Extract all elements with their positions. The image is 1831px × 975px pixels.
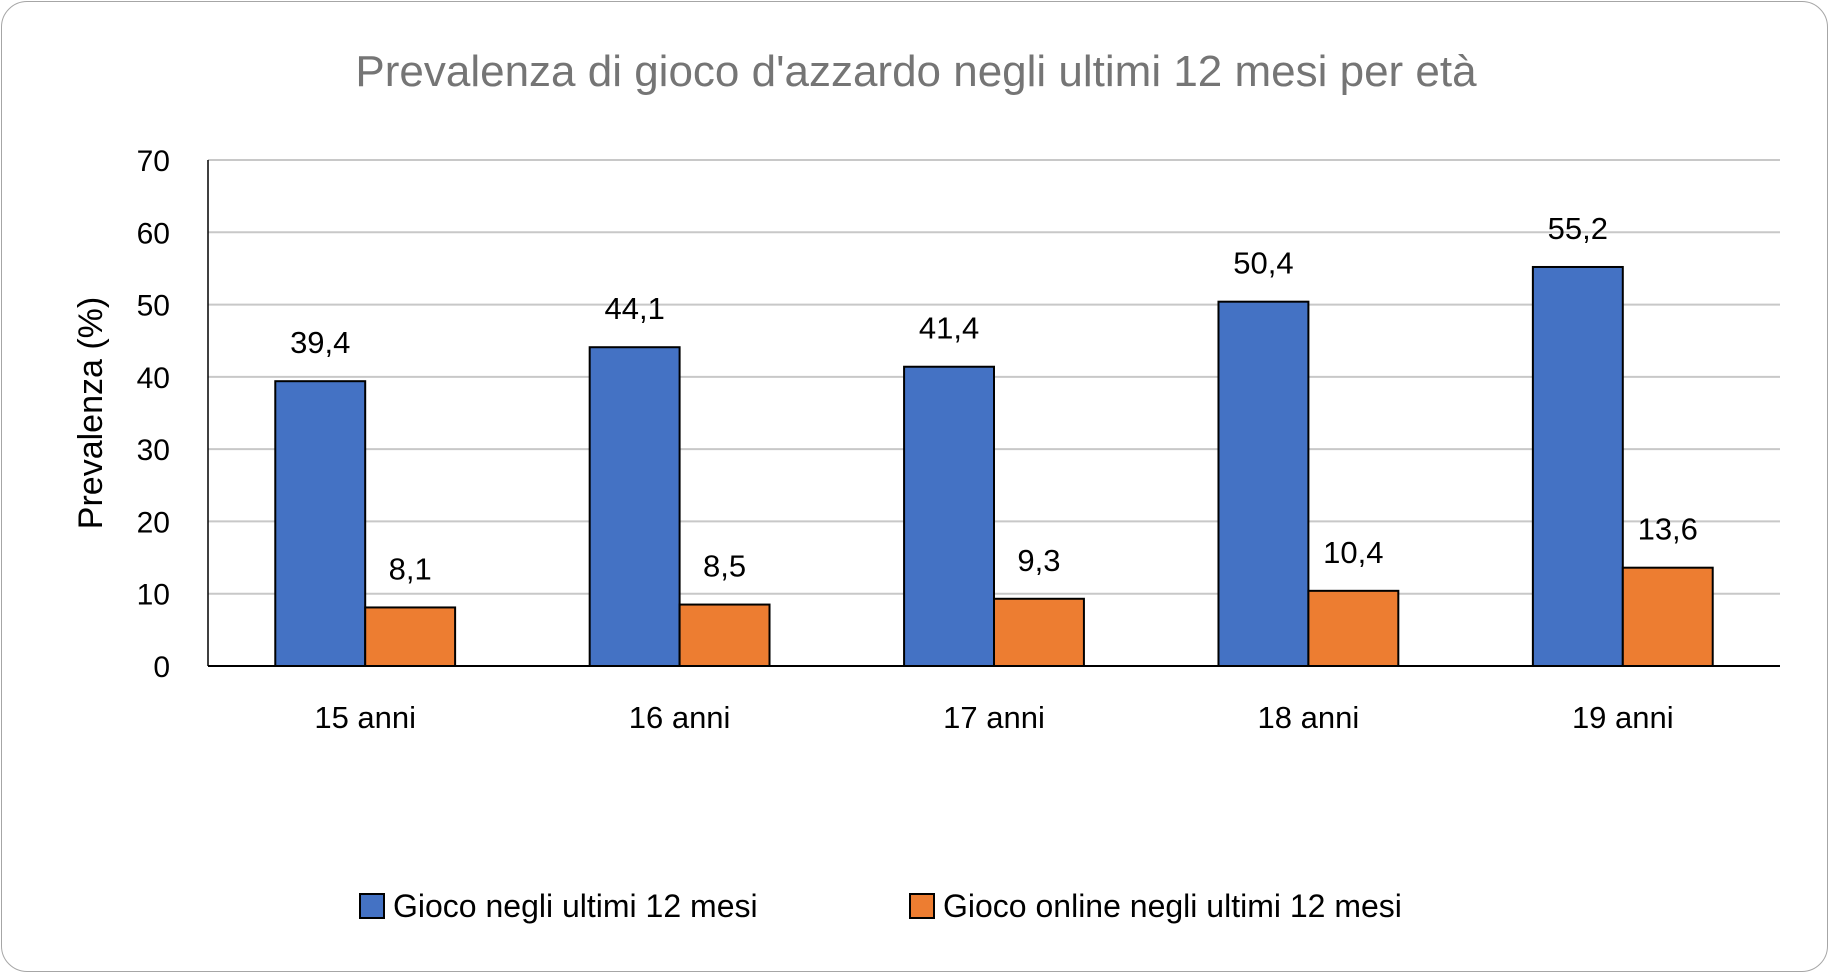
x-tick-label: 18 anni — [1258, 700, 1360, 735]
y-tick-label: 0 — [153, 651, 170, 684]
bar — [588, 346, 681, 667]
legend-swatch — [359, 893, 385, 919]
data-label: 44,1 — [604, 291, 664, 326]
bar — [1621, 566, 1714, 667]
bar — [678, 603, 771, 667]
data-label: 50,4 — [1233, 246, 1293, 281]
bar — [993, 597, 1085, 668]
bar — [903, 365, 996, 667]
data-label: 8,1 — [389, 551, 432, 586]
x-tick-label: 15 anni — [314, 700, 416, 735]
y-tick-label: 40 — [137, 362, 170, 395]
bar — [1307, 589, 1400, 668]
y-axis-label: Prevalenza (%) — [72, 297, 110, 529]
data-label: 41,4 — [919, 311, 979, 346]
legend-swatch — [909, 893, 935, 919]
data-label: 39,4 — [290, 325, 350, 360]
legend-label: Gioco negli ultimi 12 mesi — [393, 888, 758, 924]
bar — [274, 380, 367, 667]
y-tick-label: 60 — [137, 217, 170, 250]
y-tick-label: 20 — [137, 506, 170, 539]
data-label: 13,6 — [1638, 512, 1698, 547]
y-tick-label: 30 — [137, 434, 170, 467]
x-tick-label: 19 anni — [1572, 700, 1674, 735]
y-tick-label: 70 — [137, 145, 170, 178]
x-tick-label: 16 anni — [629, 700, 731, 735]
data-label: 8,5 — [703, 549, 746, 584]
chart-title: Prevalenza di gioco d'azzardo negli ulti… — [355, 47, 1477, 96]
data-label: 55,2 — [1548, 211, 1608, 246]
x-tick-label: 17 anni — [943, 700, 1045, 735]
bar — [364, 606, 457, 667]
bar — [1217, 300, 1310, 667]
data-label: 10,4 — [1323, 535, 1383, 570]
y-tick-label: 10 — [137, 579, 170, 612]
data-label: 9,3 — [1017, 543, 1060, 578]
bar — [1531, 265, 1624, 667]
y-tick-label: 50 — [137, 290, 170, 323]
legend-label: Gioco online negli ultimi 12 mesi — [943, 888, 1402, 924]
